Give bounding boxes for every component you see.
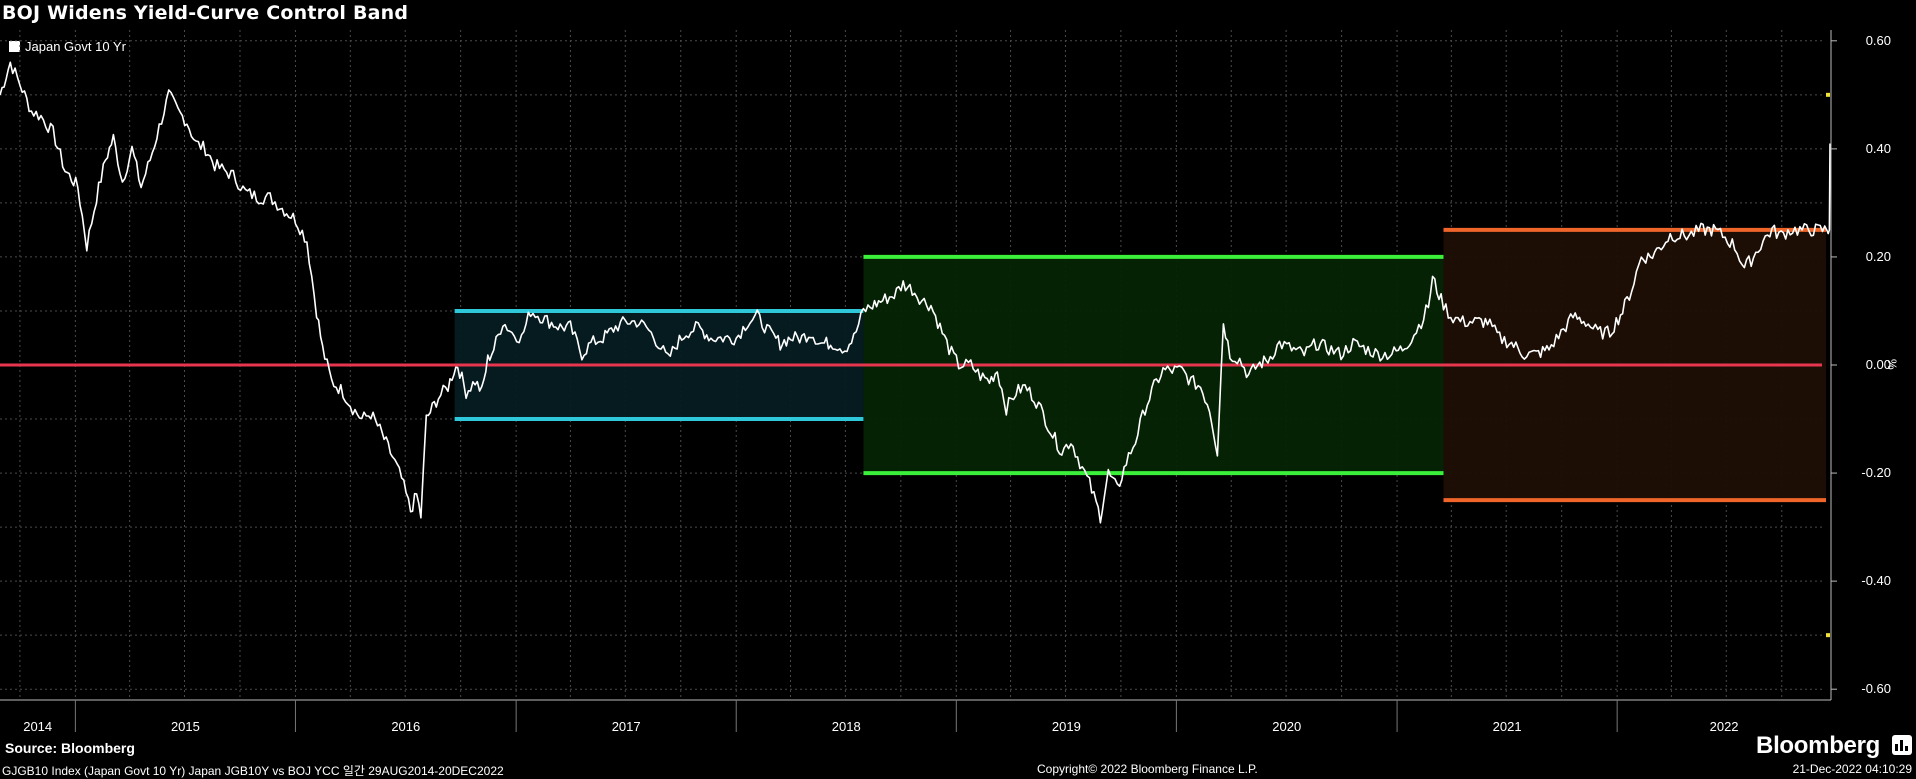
series-japan-govt-10yr bbox=[0, 61, 1831, 524]
y-tick-label: 0.60 bbox=[1866, 33, 1891, 48]
x-tick-label: 2019 bbox=[1052, 719, 1081, 734]
timestamp: 21-Dec-2022 04:10:29 bbox=[1792, 762, 1912, 776]
x-tick-label: 2014 bbox=[23, 719, 52, 734]
y-axis-unit: % bbox=[1885, 359, 1899, 370]
chart-canvas: 0.60 0.40 0.20 0.00 -0.20 -0.40 -0.60 2014 2015 2… bbox=[0, 30, 1891, 734]
x-tick-label: 2021 bbox=[1493, 719, 1522, 734]
y-tick-label: -0.40 bbox=[1861, 573, 1891, 588]
y-tick-label: -0.60 bbox=[1861, 681, 1891, 696]
x-tick-label: 2018 bbox=[832, 719, 861, 734]
copyright: Copyright© 2022 Bloomberg Finance L.P. bbox=[1037, 762, 1258, 776]
legend-swatch bbox=[9, 41, 20, 52]
bloomberg-logo: Bloomberg bbox=[1756, 732, 1880, 759]
x-tick-label: 2022 bbox=[1710, 719, 1739, 734]
bloomberg-terminal-icon bbox=[1892, 735, 1912, 755]
y-tick-label: 0.20 bbox=[1866, 249, 1891, 264]
x-tick-label: 2020 bbox=[1272, 719, 1301, 734]
source-note: Source: Bloomberg bbox=[5, 740, 135, 756]
x-tick-label: 2016 bbox=[391, 719, 420, 734]
y-tick-label: 0.00 bbox=[1866, 357, 1891, 372]
series-lines bbox=[0, 61, 1831, 524]
chart-title: BOJ Widens Yield-Curve Control Band bbox=[2, 2, 409, 24]
axes: 0.60 0.40 0.20 0.00 -0.20 -0.40 -0.60 2014 2015 2… bbox=[0, 30, 1891, 734]
x-tick-label: 2017 bbox=[612, 719, 641, 734]
footnote: GJGB10 Index (Japan Govt 10 Yr) Japan JG… bbox=[2, 764, 504, 778]
y-tick-label: 0.40 bbox=[1866, 141, 1891, 156]
y-tick-label: -0.20 bbox=[1861, 465, 1891, 480]
x-tick-label: 2015 bbox=[171, 719, 200, 734]
